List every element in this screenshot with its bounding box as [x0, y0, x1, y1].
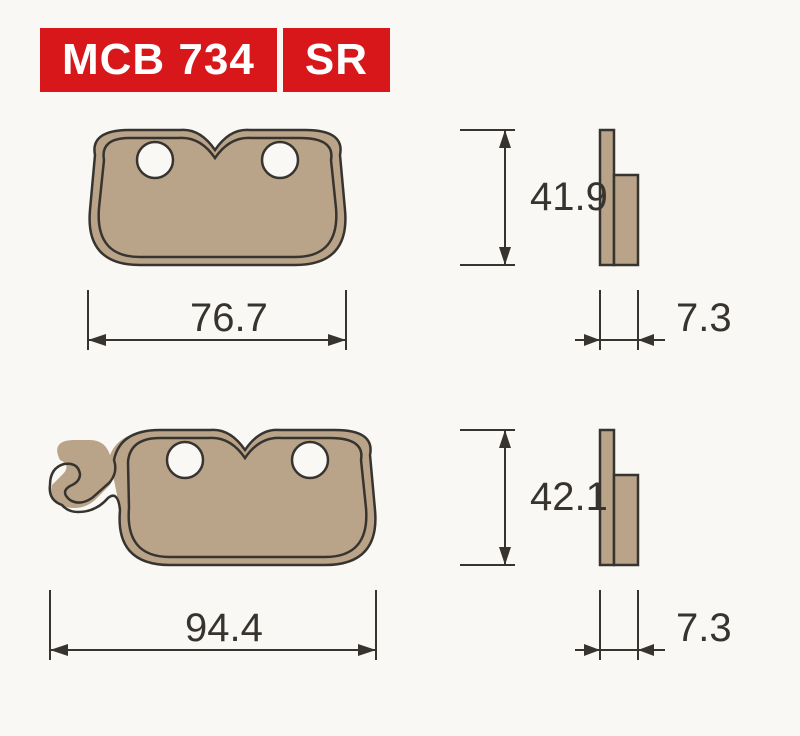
bottom-thickness-dimension: [575, 590, 665, 660]
top-height-dimension: [460, 130, 515, 265]
bottom-height-label: 42.1: [530, 475, 608, 520]
top-thickness-dimension: [575, 290, 665, 350]
top-height-label: 41.9: [530, 175, 608, 220]
top-pad-front: [90, 130, 346, 265]
bottom-width-label: 94.4: [185, 606, 263, 651]
bottom-height-dimension: [460, 430, 515, 565]
top-width-label: 76.7: [190, 296, 268, 341]
bottom-thickness-label: 7.3: [676, 606, 732, 651]
top-thickness-label: 7.3: [676, 296, 732, 341]
bottom-pad-front: [50, 430, 376, 565]
